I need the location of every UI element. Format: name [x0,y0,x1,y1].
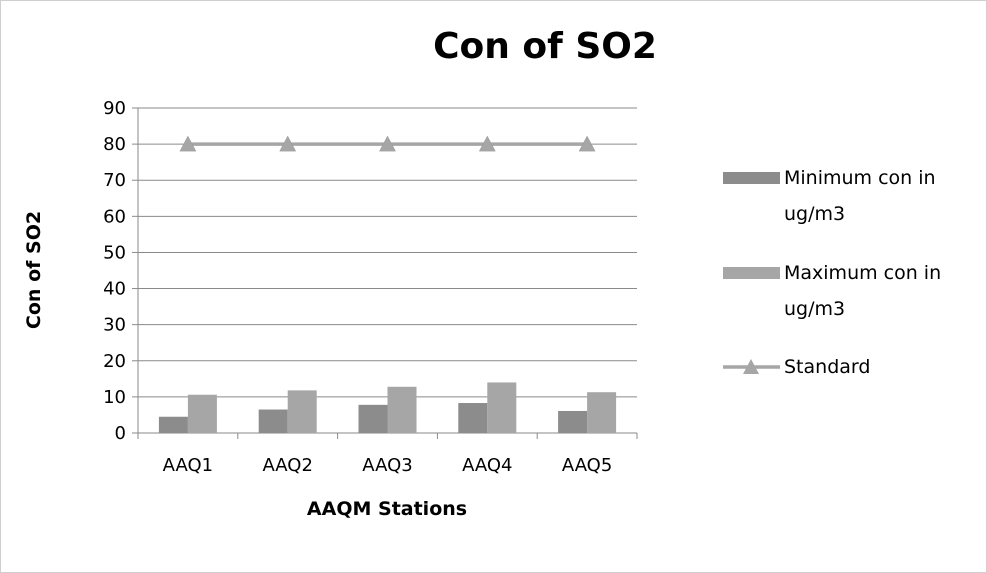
legend: Minimum con in ug/m3 Maximum con in ug/m3 St… [723,167,941,378]
chart-title: Con of SO2 [433,26,657,67]
legend-label: Maximum con in ug/m3 [784,262,941,320]
x-tick-label: AAQ1 [163,455,213,476]
bar-maximum-aaq1 [187,394,217,433]
bar-minimum-aaq4 [458,403,488,433]
bar-maximum-aaq4 [487,382,517,433]
y-tick-label: 60 [103,206,126,227]
bar-maximum-aaq5 [587,392,617,433]
standard-point [578,135,596,152]
y-axis-title: Con of SO2 [23,211,45,329]
y-tick-label: 70 [103,170,126,191]
x-tick-labels: AAQ1 AAQ2 AAQ3 AAQ4 AAQ5 [163,455,613,476]
legend-swatch [723,267,780,279]
bar-maximum-aaq2 [287,390,317,433]
standard-point [179,135,197,152]
bar-minimum-aaq5 [558,410,588,433]
x-axis-title: AAQM Stations [307,498,467,520]
standard-point [379,135,396,152]
standard-point [478,135,496,152]
x-tick-label: AAQ4 [462,455,512,476]
bar-minimum-aaq1 [158,416,188,433]
y-tick-label: 20 [103,351,126,372]
legend-label: Standard [784,356,870,378]
y-tick-label: 0 [115,423,126,444]
legend-marker [743,359,759,374]
gridlines [138,107,637,398]
y-tick-label: 80 [103,134,126,155]
bar-maximum-aaq3 [387,386,417,433]
x-tick-label: AAQ5 [562,455,612,476]
bar-minimum-aaq2 [258,409,288,433]
y-tick-label: 30 [103,315,126,336]
standard-point [279,135,297,152]
legend-swatch [723,172,780,184]
bar-minimum-aaq3 [358,404,388,433]
y-tick-label: 90 [103,98,126,119]
y-tick-label: 40 [103,279,126,300]
y-tick-label: 10 [103,387,126,408]
x-tick-label: AAQ3 [362,455,412,476]
standard-line-series [179,135,596,152]
axes [132,107,638,439]
y-tick-label: 50 [103,242,126,263]
bars [158,382,617,433]
x-tick-label: AAQ2 [262,455,312,476]
legend-label: Minimum con in ug/m3 [784,167,936,225]
y-tick-labels: 0 10 20 30 40 50 60 70 80 90 [103,98,126,444]
